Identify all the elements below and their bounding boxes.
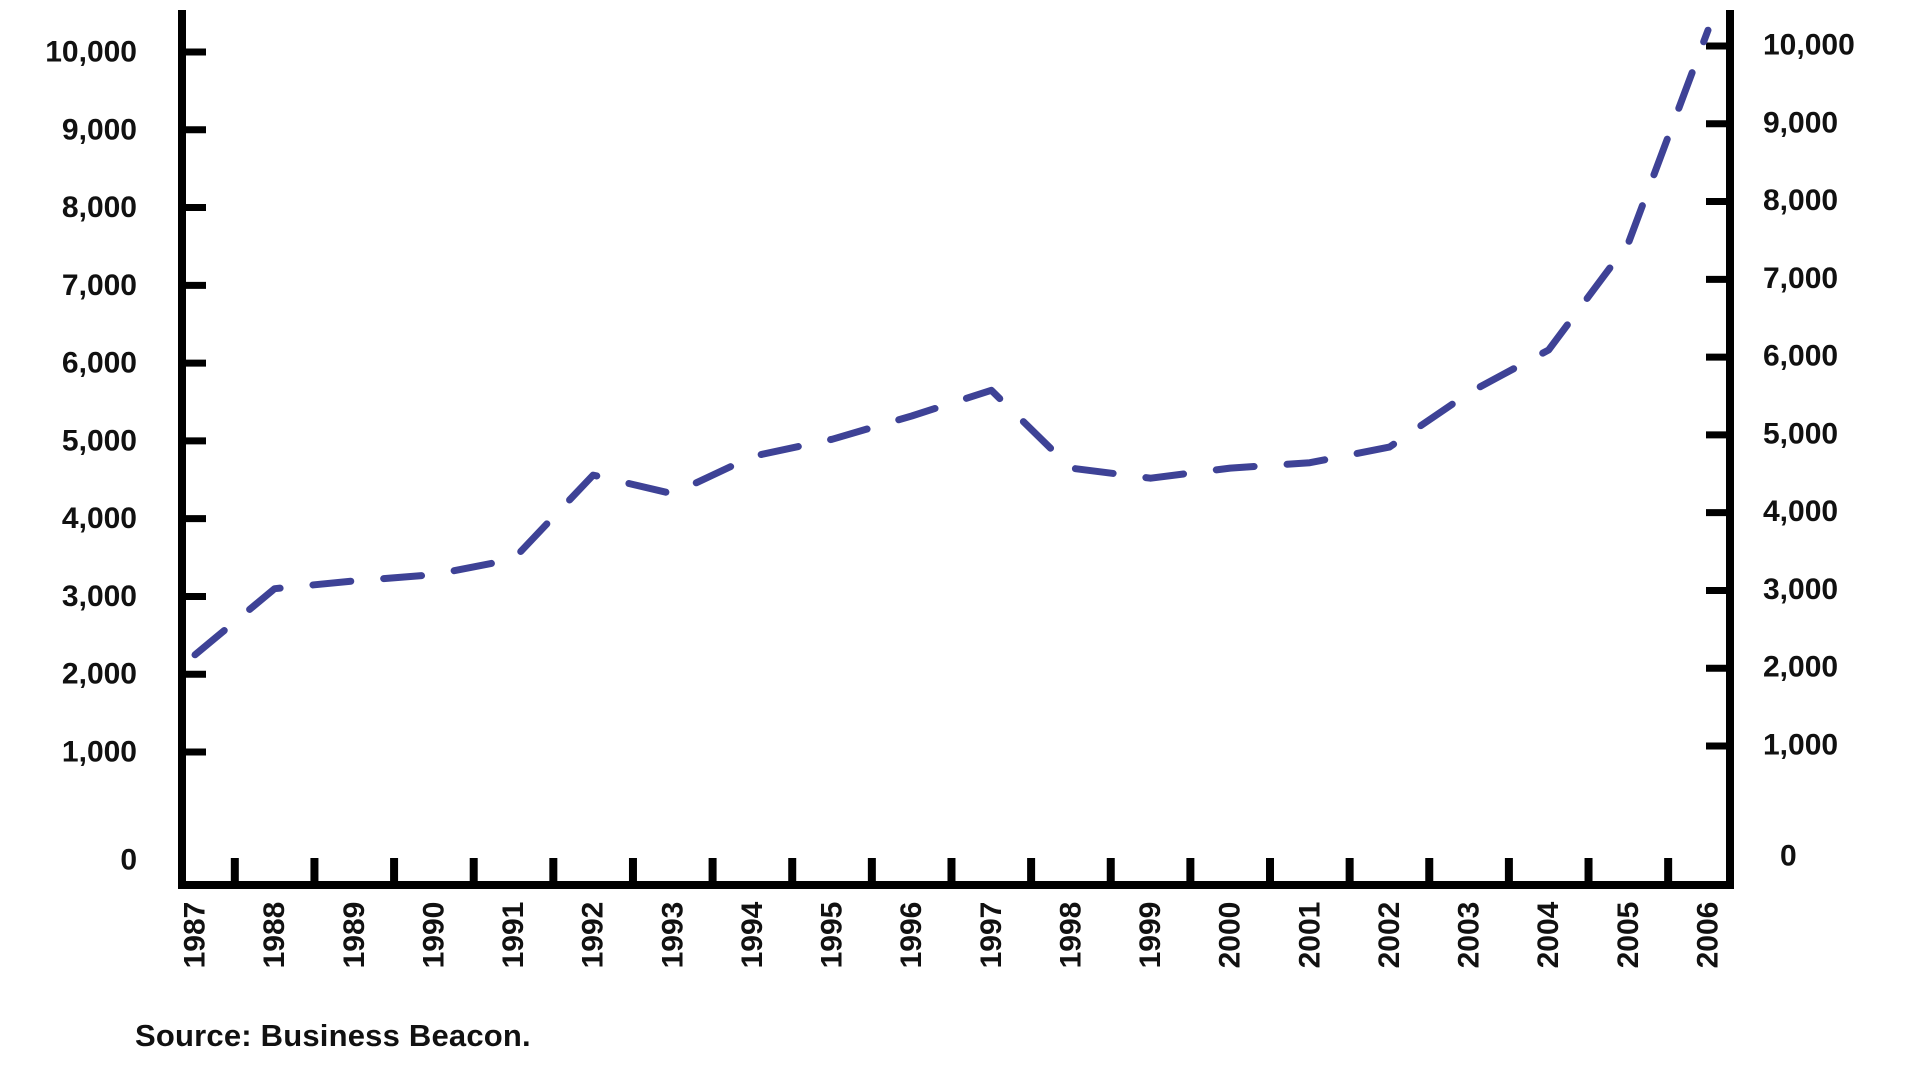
y-tick-label-right: 1,000 — [1763, 729, 1838, 762]
y-tick-label-left: 9,000 — [62, 113, 137, 146]
x-tick-label: 2000 — [1214, 902, 1247, 969]
x-tick-label: 1992 — [577, 902, 610, 969]
x-tick-label: 2001 — [1293, 902, 1326, 969]
x-tick-label: 1994 — [736, 901, 769, 968]
y-tick-label-right: 3,000 — [1763, 573, 1838, 606]
y-tick-label-left: 3,000 — [62, 580, 137, 613]
y-tick-label-left: 4,000 — [62, 502, 137, 535]
x-tick-label: 1990 — [417, 902, 450, 969]
x-tick-label: 1997 — [975, 902, 1008, 969]
x-tick-label: 2005 — [1612, 902, 1645, 969]
y-tick-label-left: 0 — [120, 844, 137, 877]
y-tick-label-left: 7,000 — [62, 269, 137, 302]
y-tick-label-right: 8,000 — [1763, 184, 1838, 217]
y-tick-label-right: 5,000 — [1763, 417, 1838, 450]
y-tick-label-left: 6,000 — [62, 347, 137, 380]
y-tick-label-right: 4,000 — [1763, 495, 1838, 528]
y-tick-label-left: 1,000 — [62, 736, 137, 769]
y-tick-label-right: 2,000 — [1763, 651, 1838, 684]
x-tick-label: 2002 — [1373, 902, 1406, 969]
x-tick-label: 1989 — [338, 902, 371, 969]
x-tick-label: 1998 — [1054, 902, 1087, 969]
y-tick-label-left: 8,000 — [62, 191, 137, 224]
y-tick-label-right: 9,000 — [1763, 106, 1838, 139]
x-tick-label: 1999 — [1134, 902, 1167, 969]
y-tick-label-right: 10,000 — [1763, 29, 1855, 62]
data-line — [191, 26, 1712, 659]
y-tick-label-right: 7,000 — [1763, 262, 1838, 295]
x-tick-label: 2006 — [1691, 902, 1724, 969]
source-note: Source: Business Beacon. — [135, 1018, 531, 1053]
x-tick-label: 1991 — [497, 902, 530, 969]
y-tick-label-left: 5,000 — [62, 424, 137, 457]
x-tick-label: 2003 — [1453, 902, 1486, 969]
y-tick-label-right: 0 — [1780, 840, 1797, 873]
x-tick-label: 2004 — [1532, 901, 1565, 968]
x-tick-label: 1987 — [179, 902, 212, 969]
x-tick-label: 1988 — [258, 902, 291, 969]
y-tick-label-left: 2,000 — [62, 658, 137, 691]
y-tick-label-right: 6,000 — [1763, 340, 1838, 373]
y-tick-label-left: 10,000 — [45, 36, 137, 69]
x-tick-label: 1995 — [816, 902, 849, 969]
x-tick-label: 1996 — [895, 902, 928, 969]
x-tick-label: 1993 — [656, 902, 689, 969]
